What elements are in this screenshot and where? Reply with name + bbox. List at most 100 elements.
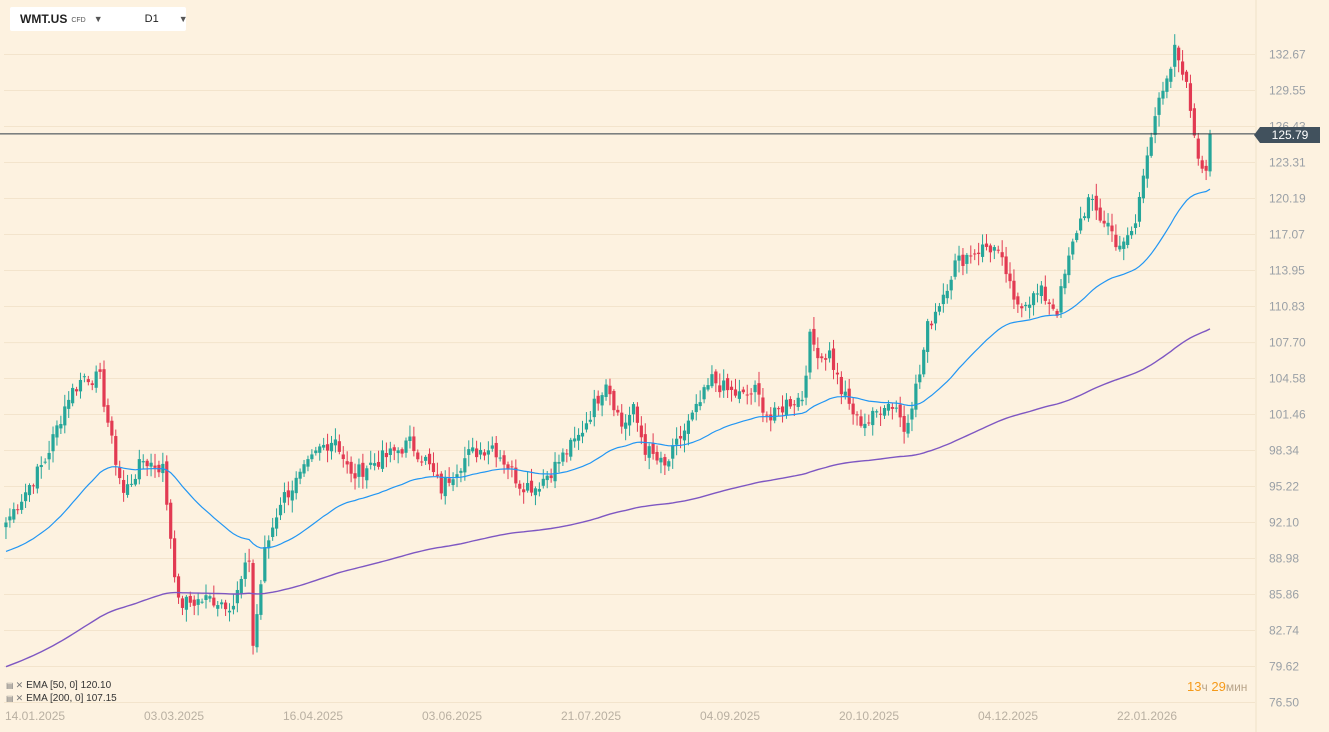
close-icon[interactable]: ✕ (15, 680, 24, 690)
candle-body (463, 458, 467, 473)
candle-body (1114, 234, 1118, 248)
candle (471, 437, 475, 454)
candle-body (977, 252, 981, 255)
symbol-type: CFD (71, 16, 86, 24)
candle (1149, 132, 1153, 158)
candle-body (392, 447, 396, 451)
candle-body (506, 464, 510, 470)
candle-body (478, 449, 483, 455)
candle-body (882, 407, 887, 416)
candle (808, 328, 812, 380)
candle (255, 604, 259, 653)
candle (655, 445, 659, 465)
candle-body (773, 407, 777, 421)
candle (796, 392, 800, 411)
y-tick-label: 92.10 (1269, 516, 1299, 530)
candle (431, 452, 436, 477)
candle-body (376, 461, 381, 467)
symbol-selector[interactable]: WMT.US CFD ▼ D1 ▼ (10, 7, 188, 31)
candle-body (8, 516, 12, 521)
candle-body (816, 347, 820, 359)
candle-body (1059, 286, 1063, 313)
candle-body (274, 517, 279, 529)
candle-body (537, 488, 541, 492)
candle (722, 369, 726, 398)
candle (412, 426, 416, 457)
chevron-down-icon[interactable]: ▼ (93, 14, 103, 24)
candle (298, 468, 302, 485)
candle (314, 446, 318, 456)
candle (39, 456, 43, 479)
candle-body (541, 478, 545, 486)
candle-body (718, 385, 722, 393)
candle (502, 450, 506, 474)
candle (223, 599, 228, 617)
candle-body (322, 444, 326, 448)
candle (271, 517, 275, 541)
candle-body (212, 597, 216, 606)
candle-body (102, 369, 106, 407)
candle (980, 234, 985, 263)
time-axis[interactable]: 14.01.2025 03.03.2025 16.04.2025 03.06.2025… (5, 709, 1177, 723)
candle (1016, 292, 1020, 313)
candle (612, 389, 616, 417)
candle-body (525, 483, 530, 491)
x-tick-label: 22.01.2026 (1117, 709, 1177, 723)
candle-body (349, 461, 353, 474)
candle (43, 458, 47, 465)
candle (153, 453, 157, 478)
candle (239, 575, 243, 599)
candle (553, 452, 557, 489)
indicator-settings-icon[interactable]: ▤ (6, 694, 14, 703)
candle (486, 441, 490, 465)
candle-body (1161, 90, 1165, 99)
candle-body (820, 356, 824, 359)
candle (145, 458, 149, 477)
y-tick-label: 110.83 (1269, 299, 1305, 313)
close-icon[interactable]: ✕ (15, 693, 24, 703)
candle-body (1188, 83, 1193, 111)
candle-body (227, 610, 232, 613)
candle-body (926, 321, 930, 352)
candle (592, 389, 596, 427)
y-tick-label: 117.07 (1269, 227, 1305, 241)
candle (71, 383, 75, 407)
candle-body (792, 404, 796, 406)
candle (404, 437, 408, 458)
candle-body (204, 595, 208, 600)
candle-body (396, 450, 400, 454)
candle (769, 407, 773, 432)
legend-item-ema50[interactable]: ▤ ✕ EMA [50, 0] 120.10 (6, 679, 117, 692)
y-tick-label: 129.55 (1269, 83, 1306, 97)
candle-body (35, 466, 39, 489)
candle (114, 429, 118, 476)
candle (1098, 198, 1102, 223)
candle (914, 374, 918, 418)
candle-body (800, 399, 804, 402)
legend-item-ema200[interactable]: ▤ ✕ EMA [200, 0] 107.15 (6, 692, 117, 705)
candle-body (918, 374, 922, 383)
candle (467, 440, 471, 467)
candle (541, 469, 545, 489)
timeframe-label[interactable]: D1 (144, 13, 159, 25)
candle (251, 559, 255, 655)
candle-body (984, 243, 989, 247)
candle-body (467, 449, 471, 455)
candle (969, 245, 973, 264)
candle-body (498, 457, 502, 459)
candle (443, 470, 447, 505)
candle (1043, 275, 1047, 305)
chevron-down-icon[interactable]: ▼ (178, 14, 188, 24)
y-tick-label: 82.74 (1269, 624, 1299, 638)
indicator-settings-icon[interactable]: ▤ (6, 681, 14, 690)
candle-body (282, 492, 287, 503)
candle (282, 482, 287, 514)
y-tick-label: 85.86 (1269, 588, 1299, 602)
candle-body (267, 540, 271, 549)
candle-body (859, 416, 863, 426)
candle (706, 378, 710, 392)
price-axis[interactable]: 132.67129.55126.43123.31120.19117.07113.… (1255, 0, 1306, 732)
candle-body (220, 602, 224, 605)
candle (620, 404, 624, 434)
